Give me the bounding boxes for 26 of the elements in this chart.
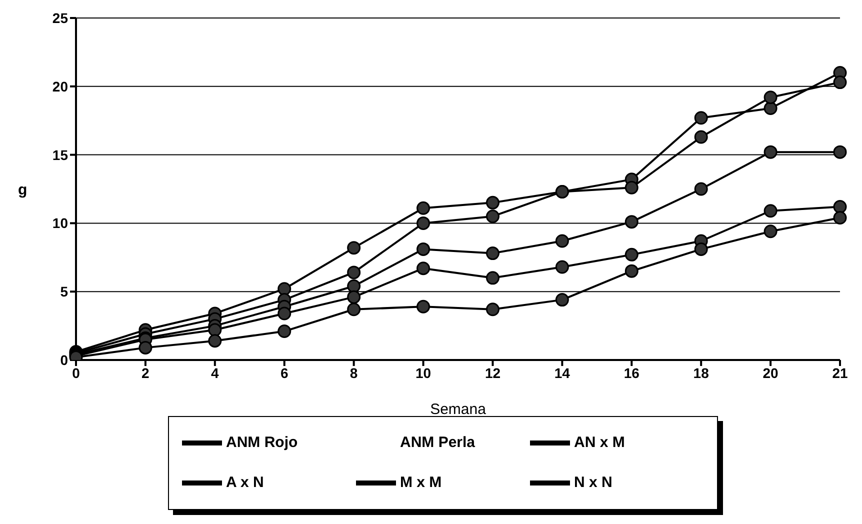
legend-label: AN x M: [574, 434, 626, 451]
y-tick-label: 10: [52, 215, 68, 232]
y-axis-title: g: [18, 181, 28, 198]
x-tick-label: 4: [211, 364, 220, 381]
x-tick-label: 10: [415, 364, 432, 381]
y-tick-label: 5: [60, 284, 68, 300]
legend-label: N x N: [574, 474, 614, 491]
text: ANM Perla: [400, 434, 476, 451]
x-tick-label: 12: [484, 364, 501, 381]
y-tick-label: 25: [52, 10, 68, 26]
legend-label: M x M: [400, 474, 443, 491]
x-tick-label: 16: [624, 364, 640, 381]
y-tick-label: 0: [60, 352, 68, 368]
y-tick-label: 20: [52, 78, 68, 94]
x-tick-label: 6: [280, 364, 288, 381]
y-tick-label: 15: [52, 146, 68, 163]
x-tick-label: 0: [72, 364, 80, 381]
x-tick-label: 21: [832, 364, 848, 381]
x-tick-label: 8: [350, 364, 358, 381]
x-tick-label: 2: [142, 364, 150, 381]
x-axis-title: Semana: [430, 401, 487, 418]
legend-label: A x N: [226, 474, 265, 491]
x-tick-label: 18: [693, 364, 710, 381]
legend-label: ANM Rojo: [226, 434, 299, 451]
x-tick-label: 14: [554, 364, 570, 381]
x-tick-label: 20: [762, 364, 779, 381]
